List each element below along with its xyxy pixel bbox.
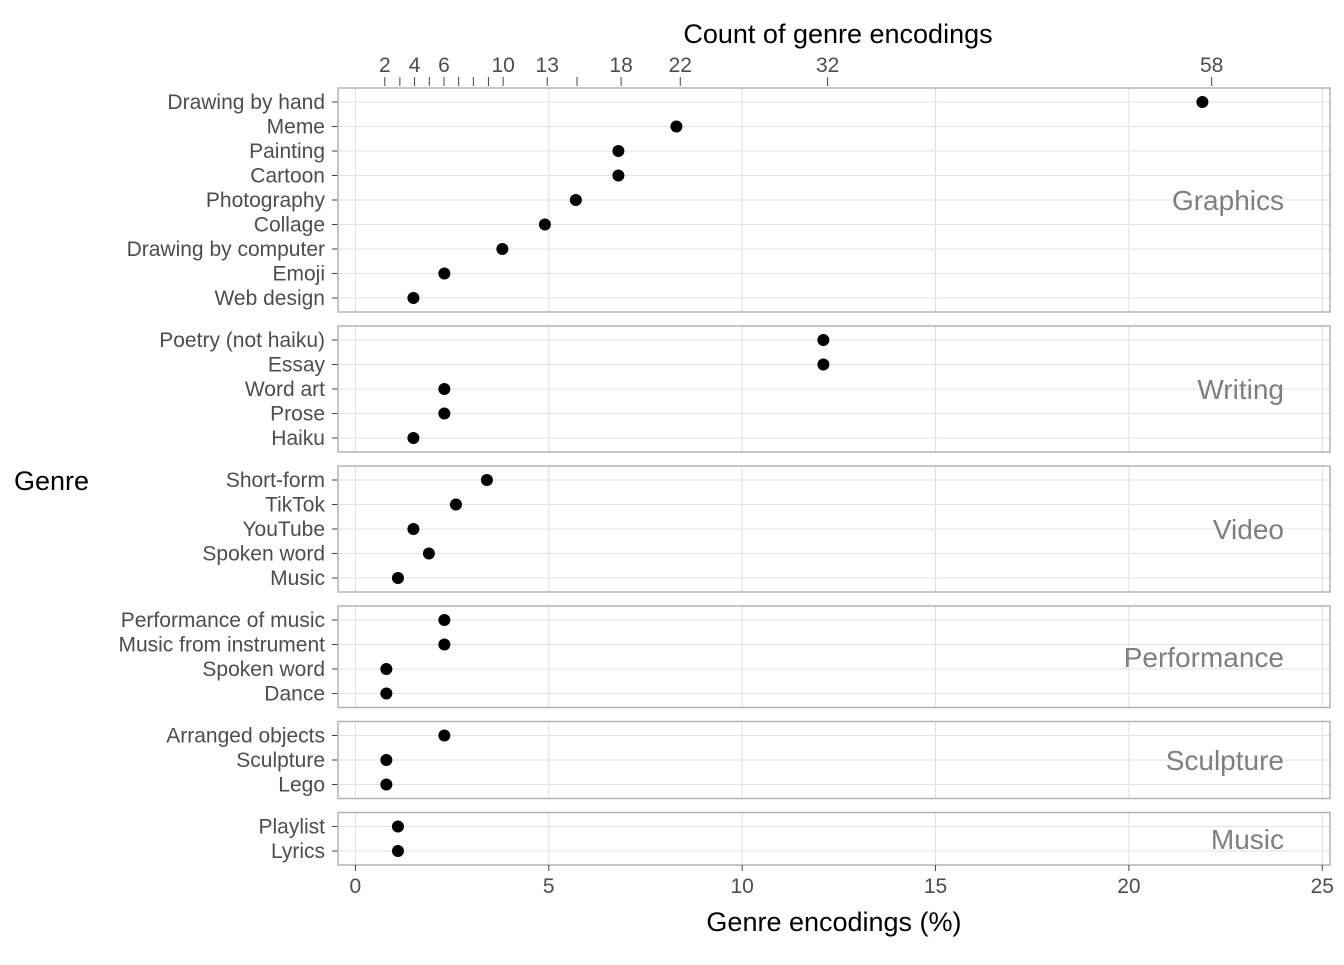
data-point [391, 572, 404, 584]
data-point [391, 845, 404, 857]
data-point [407, 292, 420, 304]
top-axis-tick-label: 2 [379, 54, 391, 77]
y-tick-label: YouTube [242, 518, 325, 541]
data-point [422, 547, 435, 560]
y-tick-label: Word art [245, 378, 325, 401]
data-point [817, 358, 830, 371]
data-point [380, 687, 393, 700]
y-tick-label: Prose [270, 403, 325, 426]
panel-label: Graphics [1172, 185, 1284, 216]
top-axis-tick-label: 10 [491, 54, 514, 77]
top-axis-tick-label: 13 [536, 54, 559, 77]
y-tick-label: Lego [278, 774, 325, 797]
y-tick-label: Short-form [226, 469, 325, 492]
data-point [438, 383, 451, 395]
panel-label: Video [1213, 514, 1284, 545]
x-tick-label: 5 [543, 875, 555, 898]
y-tick-label: Meme [267, 116, 325, 139]
panel-label: Sculpture [1166, 745, 1284, 776]
x-axis-title: Genre encodings (%) [706, 907, 961, 937]
y-tick-label: Essay [268, 354, 326, 377]
y-tick-label: Spoken word [202, 658, 325, 681]
y-tick-label: Drawing by hand [167, 91, 325, 114]
data-point [569, 194, 582, 206]
top-axis-tick-label: 58 [1200, 54, 1223, 77]
top-axis-title: Count of genre encodings [683, 19, 992, 49]
top-axis-tick-label: 22 [669, 54, 692, 77]
y-axis-title: Genre [14, 466, 89, 496]
top-axis-tick-label: 18 [609, 54, 632, 77]
data-point [612, 169, 625, 182]
panel-border [337, 720, 1331, 800]
data-point [612, 145, 625, 157]
y-tick-label: Collage [254, 214, 325, 237]
data-point [438, 638, 451, 651]
y-tick-label: Music from instrument [118, 634, 325, 657]
data-point [380, 778, 393, 791]
y-tick-label: Poetry (not haiku) [159, 329, 325, 352]
panel-label: Writing [1197, 374, 1284, 405]
x-tick-label: 10 [730, 875, 753, 898]
x-tick-label: 25 [1311, 875, 1334, 898]
data-point [496, 243, 509, 255]
y-tick-label: Arranged objects [166, 725, 325, 748]
data-point [438, 614, 451, 626]
data-point [449, 498, 462, 511]
y-tick-label: Cartoon [250, 165, 325, 188]
panel-border [337, 87, 1331, 313]
data-point [538, 218, 551, 231]
x-tick-label: 0 [350, 875, 362, 898]
data-point [380, 754, 393, 766]
data-point [480, 474, 493, 486]
top-axis-tick-label: 4 [409, 54, 421, 77]
panel-label: Music [1211, 824, 1284, 855]
data-point [407, 432, 420, 444]
y-tick-label: Haiku [271, 427, 325, 450]
y-tick-label: Painting [249, 140, 325, 163]
data-point [380, 663, 393, 675]
y-tick-label: Sculpture [236, 749, 325, 772]
y-tick-label: TikTok [265, 494, 325, 517]
top-axis-tick-label: 32 [816, 54, 839, 77]
y-tick-label: Spoken word [202, 543, 325, 566]
panel-border [337, 465, 1331, 593]
data-point [670, 120, 683, 133]
data-point [391, 820, 404, 833]
panel-border [337, 605, 1331, 709]
x-tick-label: 15 [924, 875, 947, 898]
data-point [438, 407, 451, 420]
panel-label: Performance [1124, 642, 1284, 673]
y-tick-label: Web design [214, 287, 325, 310]
y-tick-label: Emoji [272, 263, 325, 286]
x-tick-label: 20 [1117, 875, 1140, 898]
top-axis-tick-label: 6 [438, 54, 450, 77]
y-tick-label: Photography [206, 189, 326, 212]
data-point [1196, 96, 1209, 108]
data-point [817, 334, 830, 346]
data-point [438, 267, 451, 280]
panel-border [337, 325, 1331, 453]
y-tick-label: Playlist [258, 816, 325, 839]
y-tick-label: Music [270, 567, 325, 590]
data-point [407, 523, 420, 535]
data-point [438, 729, 451, 742]
y-tick-label: Lyrics [271, 840, 325, 863]
y-tick-label: Dance [264, 683, 325, 706]
y-tick-label: Performance of music [121, 609, 325, 632]
panel-border [337, 811, 1331, 866]
y-tick-label: Drawing by computer [127, 238, 325, 261]
